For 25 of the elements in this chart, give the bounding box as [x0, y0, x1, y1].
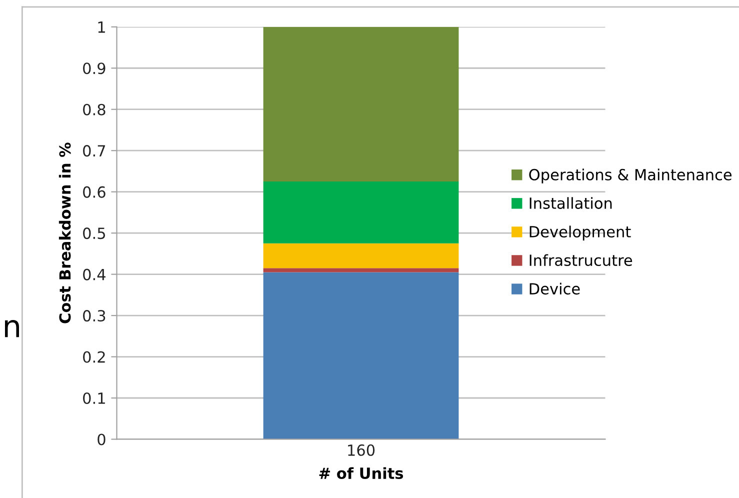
y-tick-label: 0.9: [83, 62, 106, 74]
bar: [263, 268, 459, 272]
x-tick-label: 160: [348, 444, 375, 456]
legend-label: Infrastrucutre: [530, 254, 632, 266]
legend-label: Device: [530, 282, 580, 295]
legend-label: Installation: [530, 197, 612, 209]
bar: [263, 272, 459, 440]
y-tick-label: 0.4: [83, 268, 106, 280]
bar: [263, 243, 459, 268]
y-tick-label: 0.8: [83, 104, 106, 116]
y-tick-label: 0.2: [83, 351, 105, 363]
y-tick-label: 0.1: [83, 392, 105, 404]
legend-label: Operations & Maintenance: [529, 168, 732, 184]
y-tick-label: 0.5: [83, 228, 106, 240]
y-tick-label: 0: [98, 434, 106, 446]
text: n: [4, 320, 19, 338]
y-tick-label: 0.6: [83, 186, 106, 198]
bar: [263, 182, 459, 244]
bar: [263, 26, 459, 182]
y-axis-title: Cost Breakdown in %: [58, 142, 71, 324]
x-axis-title: # of Units: [319, 467, 404, 480]
y-tick-label: 1: [98, 22, 105, 33]
y-tick-label: 0.7: [83, 145, 106, 157]
legend-label: Development: [530, 226, 631, 240]
y-tick-label: 0.3: [83, 310, 106, 322]
